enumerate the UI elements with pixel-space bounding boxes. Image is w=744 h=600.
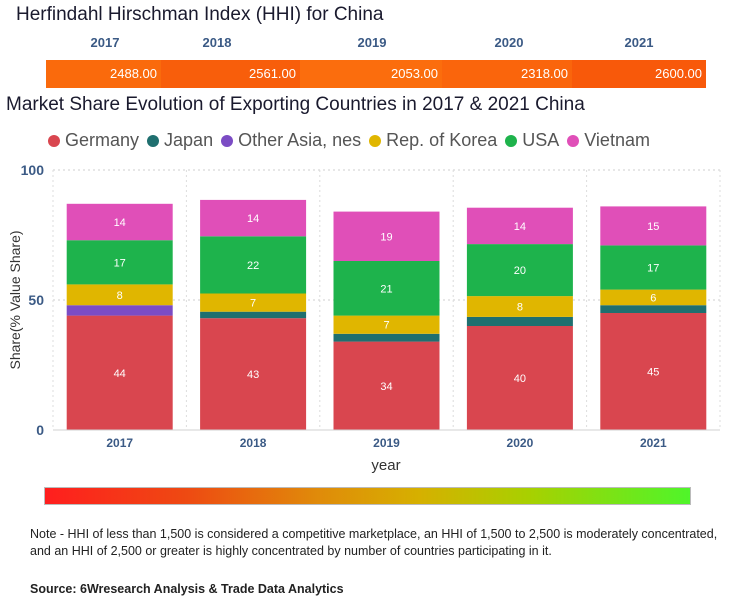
data-label: 44 [114,368,126,380]
chart-title: Market Share Evolution of Exporting Coun… [6,94,585,115]
legend-label: Germany [65,130,140,150]
legend-item-usa: USA [505,130,559,151]
bar-segment [200,293,307,312]
bar-segment [466,296,573,317]
data-label: 6 [650,292,656,304]
hhi-year-label: 2020 [494,35,524,50]
bar-segment [600,313,707,430]
data-label: 22 [247,260,259,272]
data-label: 21 [380,283,392,295]
data-label: 19 [380,231,392,243]
data-label: 14 [247,213,259,225]
bar-segment [466,244,573,297]
hhi-value-cell: 2318.00 [442,60,572,88]
hhi-year-label: 2021 [624,35,654,50]
note-text: Note - HHI of less than 1,500 is conside… [30,527,718,558]
bar-segment [466,326,573,430]
legend-marker [147,134,160,147]
bar-segment [66,315,173,430]
legend-label: Japan [164,130,214,150]
legend-label: USA [522,130,560,150]
bar-segment [600,206,707,246]
bar-segment [66,305,173,316]
data-label: 15 [647,221,659,233]
bar-segment [600,245,707,290]
x-tick-label: 2020 [507,436,534,450]
hhi-value-cell: 2053.00 [300,60,442,88]
y-tick-label: 50 [28,292,44,308]
stacked-bar-chart: Share(% Value Share) year 0 50 100 44 8 17 14 2… [7,162,721,474]
hhi-title: Herfindahl Hirschman Index (HHI) for Chi… [16,4,384,25]
hhi-year-label: 2017 [90,35,120,50]
hhi-year-label: 2019 [357,35,387,50]
legend-marker [505,134,518,147]
y-tick-label: 0 [36,422,44,438]
legend-label: Other Asia, nes [238,130,362,150]
source-text: Source: 6Wresearch Analysis & Trade Data… [30,582,344,596]
data-label: 17 [647,263,659,275]
legend-item-japan: Japan [147,130,213,151]
bar-segment [333,261,440,316]
bar-segment [333,211,440,261]
bar-segment [466,316,573,326]
x-tick-label: 2021 [640,436,667,450]
legend-marker [567,134,580,147]
bar-segment [66,284,173,306]
data-label: 43 [247,369,259,381]
bar-segment [200,199,307,237]
hhi-value-cell: 2488.00 [46,60,161,88]
legend-item-other-asia: Other Asia, nes [221,130,361,151]
chart-legend: Germany Japan Other Asia, nes Rep. of Ko… [48,130,658,151]
bar-segment [333,341,440,430]
data-label: 20 [514,265,526,277]
data-label: 34 [380,381,392,393]
x-tick-label: 2018 [240,436,267,450]
legend-marker [369,134,382,147]
y-tick-label: 100 [21,162,45,178]
hhi-year-label: 2018 [202,35,232,50]
bar-segment [200,236,307,294]
bar-segment [200,311,307,319]
legend-label: Vietnam [584,130,650,150]
legend-item-korea: Rep. of Korea [369,130,497,151]
bar-segment [66,240,173,285]
legend-marker [48,134,60,147]
data-label: 8 [117,290,123,302]
legend-item-vietnam: Vietnam [567,130,650,151]
hhi-value-cell: 2600.00 [572,60,706,88]
legend-marker [221,134,234,147]
x-tick-label: 2019 [373,436,400,450]
bar-segment [66,203,173,241]
legend-item-germany: Germany [48,130,139,151]
y-axis-title: Share(% Value Share) [7,230,23,369]
bar-segment [600,305,707,313]
bar-segment [600,289,707,306]
bar-segment [333,315,440,334]
hhi-value-row: 2488.00 2561.00 2053.00 2318.00 2600.00 [46,60,706,88]
data-label: 7 [383,320,389,332]
bar-segment [466,207,573,245]
concentration-gradient-bar [44,487,691,505]
data-label: 7 [250,298,256,310]
data-label: 17 [114,257,126,269]
bar-segment [333,333,440,342]
data-label: 40 [514,373,526,385]
x-tick-label: 2017 [106,436,133,450]
legend-label: Rep. of Korea [386,130,498,150]
data-label: 45 [647,367,659,379]
bar-segment [200,318,307,430]
hhi-value-cell: 2561.00 [161,60,300,88]
data-label: 14 [514,221,526,233]
data-label: 8 [517,302,523,314]
data-label: 14 [114,217,126,229]
x-axis-title: year [371,457,400,474]
